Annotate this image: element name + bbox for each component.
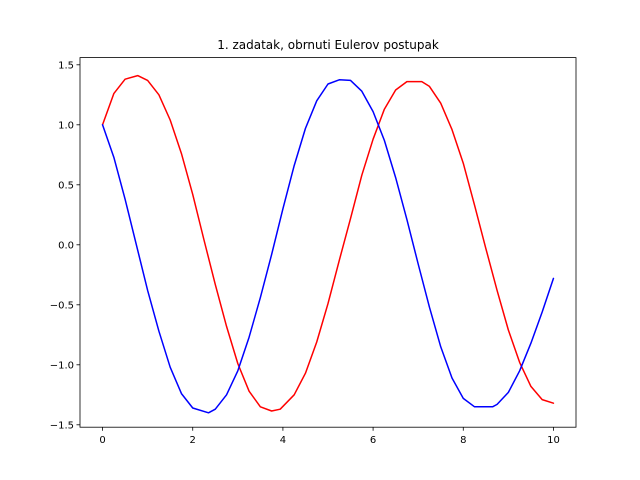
y-tick-label: −1.0 [50, 360, 74, 371]
chart-title: 1. zadatak, obrnuti Eulerov postupak [217, 38, 439, 52]
y-axis: −1.5 −1.0 −0.5 0.0 0.5 1.0 1.5 [50, 60, 80, 431]
x-tick-label: 2 [190, 435, 196, 446]
x-tick-label: 6 [370, 435, 376, 446]
series-layer [101, 74, 555, 414]
y-tick-label: −1.5 [50, 420, 74, 431]
series-line-0 [101, 74, 555, 412]
x-tick-label: 10 [547, 435, 560, 446]
plot-area-frame [79, 57, 577, 428]
y-tick-label: −0.5 [50, 300, 74, 311]
x-axis: 0 2 4 6 8 10 [99, 427, 560, 446]
x-tick-label: 8 [460, 435, 466, 446]
y-tick-label: 1.5 [58, 60, 74, 71]
y-tick-label: 0.0 [58, 240, 74, 251]
x-tick-label: 0 [99, 435, 105, 446]
x-tick-label: 4 [280, 435, 286, 446]
y-tick-label: 1.0 [58, 120, 74, 131]
y-tick-label: 0.5 [58, 180, 74, 191]
series-line-1 [101, 79, 555, 414]
